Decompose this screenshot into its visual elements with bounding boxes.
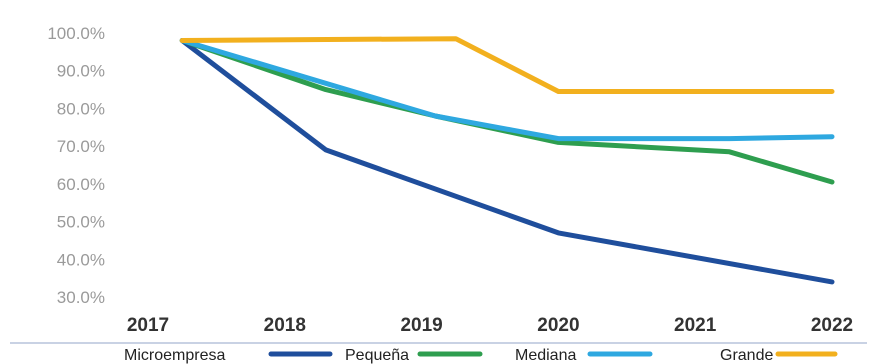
y-tick-label: 40.0% bbox=[57, 250, 105, 269]
legend-label-peque-a: Pequeña bbox=[345, 347, 409, 364]
legend-label-microempresa: Microempresa bbox=[124, 347, 225, 364]
series-line-grande bbox=[179, 36, 835, 94]
y-tick-label: 70.0% bbox=[57, 137, 105, 156]
x-tick-label: 2021 bbox=[674, 315, 717, 336]
series-lines bbox=[179, 36, 835, 285]
y-tick-label: 80.0% bbox=[57, 99, 105, 118]
legend-label-mediana: Mediana bbox=[515, 347, 576, 364]
series-line-mediana bbox=[179, 38, 835, 142]
x-tick-label: 2022 bbox=[811, 315, 853, 336]
x-tick-label: 2018 bbox=[264, 315, 306, 336]
y-axis-ticks: 100.0% 90.0% 80.0% 70.0% 60.0% 50.0% 40.0% 30.0… bbox=[47, 24, 105, 307]
y-tick-label: 90.0% bbox=[57, 62, 105, 81]
legend: Microempresa Pequeña Mediana Grande bbox=[124, 347, 838, 364]
legend-label-grande: Grande bbox=[720, 347, 773, 364]
series-line-microempresa bbox=[179, 38, 835, 285]
y-tick-label: 100.0% bbox=[47, 24, 105, 43]
x-tick-label: 2017 bbox=[127, 315, 169, 336]
x-tick-label: 2019 bbox=[400, 315, 442, 336]
series-line-peque-a bbox=[179, 38, 835, 185]
y-tick-label: 60.0% bbox=[57, 175, 105, 194]
x-tick-label: 2020 bbox=[537, 315, 579, 336]
y-tick-label: 50.0% bbox=[57, 213, 105, 232]
y-tick-label: 30.0% bbox=[57, 288, 105, 307]
x-axis-ticks: 2017 2018 2019 2020 2021 2022 bbox=[127, 315, 853, 336]
